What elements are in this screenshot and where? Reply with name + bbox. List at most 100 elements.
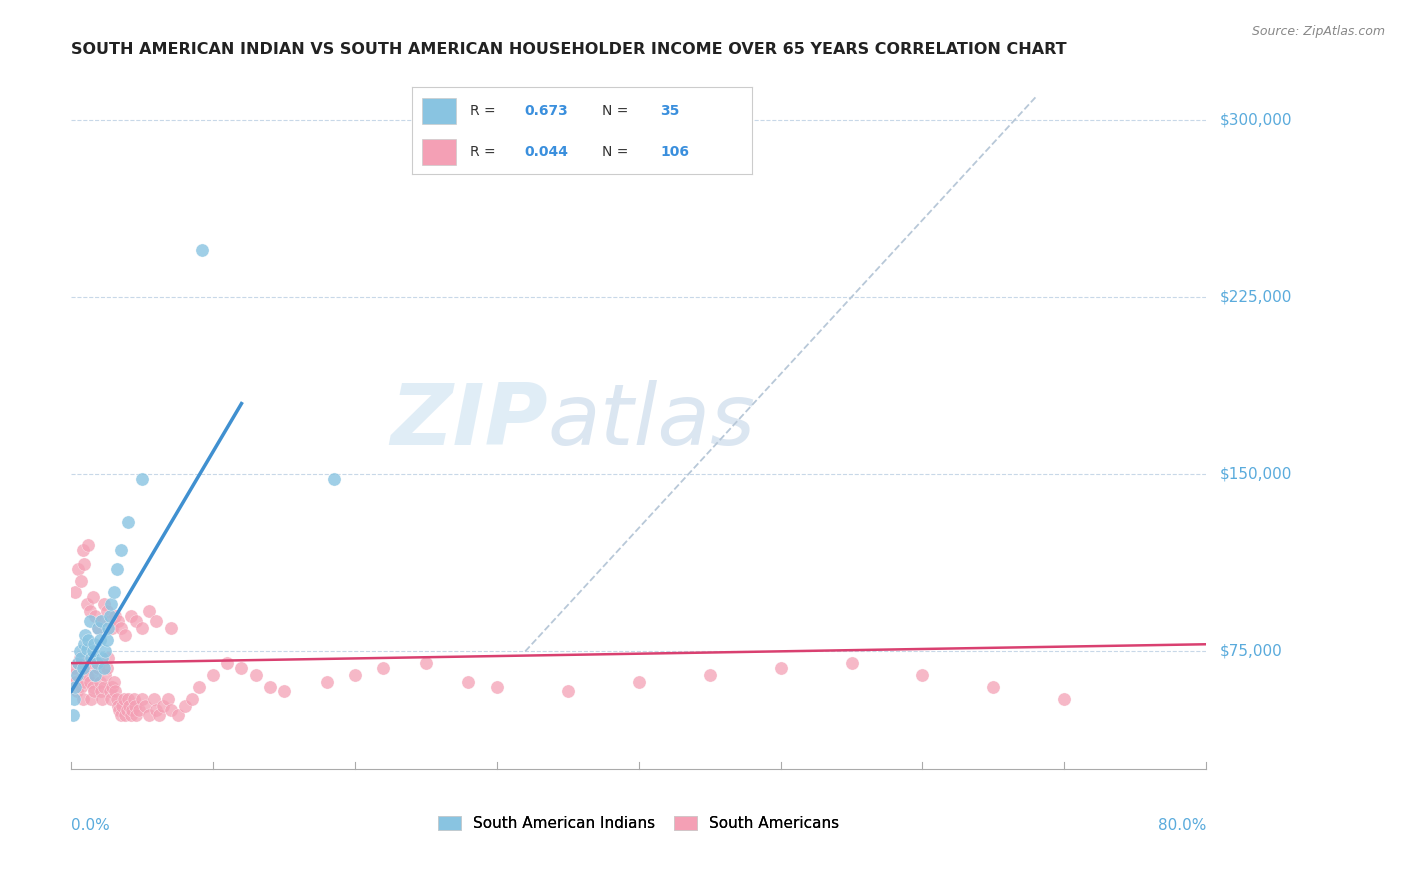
Point bbox=[97, 651, 120, 665]
Point bbox=[107, 698, 129, 713]
Point bbox=[79, 675, 101, 690]
Point bbox=[98, 609, 121, 624]
Point bbox=[259, 680, 281, 694]
Point bbox=[96, 604, 118, 618]
Text: 0.0%: 0.0% bbox=[72, 818, 110, 833]
Point bbox=[101, 680, 124, 694]
Point bbox=[131, 472, 153, 486]
Point bbox=[343, 668, 366, 682]
Point bbox=[114, 628, 136, 642]
Point bbox=[96, 632, 118, 647]
Point bbox=[415, 656, 437, 670]
Point bbox=[114, 708, 136, 723]
Point bbox=[93, 597, 115, 611]
Point bbox=[152, 698, 174, 713]
Point bbox=[89, 675, 111, 690]
Text: $75,000: $75,000 bbox=[1220, 644, 1282, 659]
Point bbox=[72, 691, 94, 706]
Point bbox=[485, 680, 508, 694]
Point bbox=[91, 651, 114, 665]
Point bbox=[100, 691, 122, 706]
Point bbox=[63, 691, 86, 706]
Point bbox=[72, 542, 94, 557]
Text: 80.0%: 80.0% bbox=[1157, 818, 1206, 833]
Point bbox=[67, 562, 90, 576]
Point bbox=[75, 661, 97, 675]
Point bbox=[187, 680, 209, 694]
Point bbox=[94, 644, 117, 658]
Point bbox=[79, 604, 101, 618]
Text: $225,000: $225,000 bbox=[1220, 290, 1292, 305]
Point bbox=[983, 680, 1005, 694]
Point bbox=[84, 668, 107, 682]
Point bbox=[148, 708, 170, 723]
Point bbox=[98, 684, 121, 698]
Point bbox=[77, 632, 100, 647]
Point bbox=[82, 590, 104, 604]
Text: $300,000: $300,000 bbox=[1220, 113, 1292, 128]
Point bbox=[166, 708, 188, 723]
Point bbox=[125, 614, 148, 628]
Point bbox=[117, 515, 139, 529]
Point bbox=[121, 703, 143, 717]
Point bbox=[120, 609, 142, 624]
Point bbox=[202, 668, 225, 682]
Point bbox=[245, 668, 267, 682]
Point bbox=[115, 703, 138, 717]
Point bbox=[180, 691, 202, 706]
Point bbox=[66, 684, 89, 698]
Point bbox=[103, 675, 125, 690]
Point bbox=[76, 642, 98, 657]
Point bbox=[107, 614, 129, 628]
Point bbox=[65, 680, 87, 694]
Point bbox=[134, 698, 156, 713]
Point bbox=[96, 661, 118, 675]
Point bbox=[62, 708, 84, 723]
Point bbox=[65, 585, 87, 599]
Point bbox=[63, 661, 86, 675]
Point bbox=[89, 632, 111, 647]
Point bbox=[84, 609, 107, 624]
Point bbox=[111, 698, 134, 713]
Point bbox=[131, 691, 153, 706]
Legend: South American Indians, South Americans: South American Indians, South Americans bbox=[439, 816, 839, 831]
Point bbox=[373, 661, 395, 675]
Point bbox=[77, 656, 100, 670]
Point bbox=[70, 651, 93, 665]
Point bbox=[97, 621, 120, 635]
Point bbox=[627, 675, 650, 690]
Point bbox=[101, 621, 124, 635]
Point bbox=[231, 661, 253, 675]
Point bbox=[67, 656, 90, 670]
Point bbox=[93, 661, 115, 675]
Point bbox=[87, 661, 110, 675]
Point bbox=[315, 675, 337, 690]
Point bbox=[82, 680, 104, 694]
Point bbox=[91, 691, 114, 706]
Point bbox=[217, 656, 239, 670]
Point bbox=[75, 628, 97, 642]
Point bbox=[104, 609, 127, 624]
Point bbox=[138, 708, 160, 723]
Point bbox=[120, 708, 142, 723]
Point bbox=[98, 614, 121, 628]
Point bbox=[90, 684, 112, 698]
Point bbox=[62, 668, 84, 682]
Point bbox=[557, 684, 579, 698]
Point bbox=[104, 684, 127, 698]
Point bbox=[90, 614, 112, 628]
Point bbox=[84, 668, 107, 682]
Point bbox=[159, 621, 181, 635]
Point bbox=[110, 542, 132, 557]
Point bbox=[322, 472, 344, 486]
Point bbox=[100, 597, 122, 611]
Point bbox=[86, 656, 108, 670]
Point bbox=[79, 614, 101, 628]
Point bbox=[87, 621, 110, 635]
Point bbox=[457, 675, 479, 690]
Point bbox=[94, 668, 117, 682]
Point bbox=[73, 675, 96, 690]
Point bbox=[76, 668, 98, 682]
Point bbox=[125, 708, 148, 723]
Point bbox=[80, 651, 103, 665]
